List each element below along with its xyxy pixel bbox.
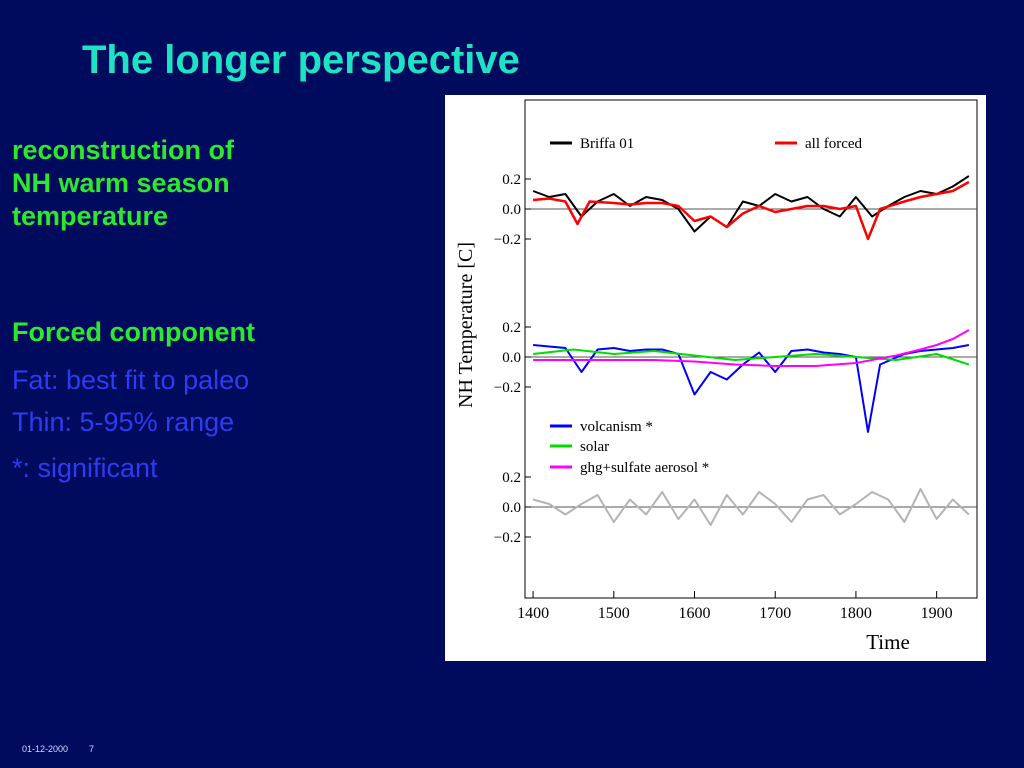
series-top-0 — [532, 175, 970, 233]
y-tick-label: −0.2 — [494, 380, 521, 396]
reconstruction-description: reconstruction of NH warm season tempera… — [12, 134, 234, 233]
y-tick-label: 0.2 — [502, 320, 521, 336]
plot-frame — [524, 99, 978, 599]
legend-label: solar — [580, 439, 609, 455]
legend-label: ghg+sulfate aerosol * — [580, 460, 709, 476]
x-tick-label: 1800 — [840, 605, 872, 622]
x-tick-label: 1400 — [517, 605, 549, 622]
series-middle-2 — [533, 329, 970, 367]
y-tick-label: −0.2 — [494, 530, 521, 546]
y-axis-label: NH Temperature [C] — [455, 242, 477, 408]
significance-note: *: significant — [12, 453, 158, 483]
temperature-chart-panel: 1400 1500 1600 1700 1800 1900 0.2 0.0 −0.2 0.2 0.0… — [445, 95, 986, 661]
x-axis-label: Time — [866, 630, 910, 654]
legend-label: Briffa 01 — [580, 136, 634, 152]
slide-title: The longer perspective — [82, 38, 520, 82]
x-tick-label: 1700 — [759, 605, 791, 622]
footer-date: 01-12-2000 — [22, 744, 69, 754]
recon-line-2: NH warm season — [12, 168, 230, 198]
legend-label: volcanism * — [580, 419, 653, 435]
x-tick-label: 1500 — [598, 605, 630, 622]
thin-line-note: Thin: 5-95% range — [12, 407, 235, 437]
x-tick-label: 1600 — [679, 605, 711, 622]
y-tick-label: 0.2 — [502, 470, 521, 486]
temperature-chart: 1400 1500 1600 1700 1800 1900 0.2 0.0 −0.2 0.2 0.0… — [455, 99, 978, 654]
recon-line-1: reconstruction of — [12, 135, 235, 165]
y-tick-label: 0.2 — [502, 172, 521, 188]
y-tick-label: 0.0 — [502, 500, 521, 516]
recon-line-3: temperature — [12, 201, 169, 231]
series-top-1 — [532, 180, 970, 241]
y-tick-label: −0.2 — [494, 232, 521, 248]
footer-page-number: 7 — [89, 744, 95, 754]
forced-component-heading: Forced component — [12, 317, 256, 347]
y-tick-label: 0.0 — [502, 202, 521, 218]
fat-line-note: Fat: best fit to paleo — [12, 365, 250, 395]
series-bottom-0 — [532, 488, 970, 526]
x-tick-label: 1900 — [921, 605, 953, 622]
y-tick-label: 0.0 — [502, 350, 521, 366]
legend-label: all forced — [805, 136, 863, 152]
series-middle-1 — [532, 348, 970, 366]
